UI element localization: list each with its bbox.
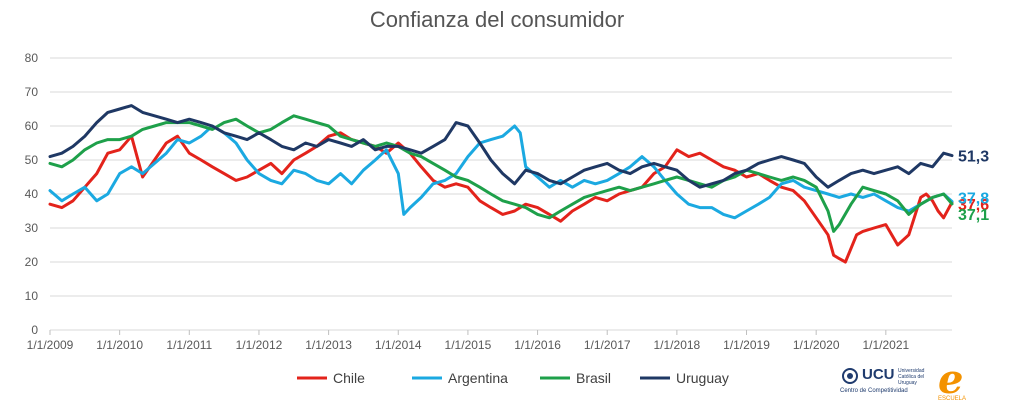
e-logo-letter: e: [938, 356, 964, 403]
legend-label-uruguay: Uruguay: [676, 370, 729, 386]
e-logo: e ESCUELA: [930, 356, 974, 404]
chart-title: Confianza del consumidor: [370, 7, 624, 32]
x-tick-label: 1/1/2020: [793, 338, 840, 352]
y-axis-ticks: 0 10 20 30 40 50 60 70 80: [25, 51, 39, 337]
ucu-logo-subtitle: Centro de Competitividad: [840, 388, 908, 394]
x-tick-label: 1/1/2009: [27, 338, 74, 352]
x-tick-label: 1/1/2017: [584, 338, 631, 352]
end-label-brasil: 37,1: [958, 207, 989, 224]
ucu-emblem-icon: [842, 368, 858, 384]
x-tick-label: 1/1/2015: [445, 338, 492, 352]
x-tick-label: 1/1/2014: [375, 338, 422, 352]
ucu-logo: UCU Universidad Católica del Uruguay Cen…: [838, 362, 930, 402]
x-axis-ticks: 1/1/2009 1/1/2010 1/1/2011 1/1/2012 1/1/2013…: [27, 330, 910, 352]
y-tick-label: 30: [25, 221, 39, 235]
series-lines: [48, 104, 954, 264]
legend: Chile Argentina Brasil Uruguay: [297, 370, 729, 386]
x-tick-label: 1/1/2013: [305, 338, 352, 352]
end-label-uruguay: 51,3: [958, 149, 989, 166]
end-label-chile: 37,6: [958, 197, 989, 214]
legend-label-argentina: Argentina: [448, 370, 508, 386]
y-tick-label: 40: [25, 187, 39, 201]
series-line-brasil: [48, 114, 954, 233]
y-tick-label: 80: [25, 51, 39, 65]
y-tick-label: 60: [25, 119, 39, 133]
x-tick-label: 1/1/2019: [723, 338, 770, 352]
x-tick-label: 1/1/2016: [514, 338, 561, 352]
legend-label-chile: Chile: [333, 370, 365, 386]
y-tick-label: 50: [25, 153, 39, 167]
ucu-logo-small-text: Universidad Católica del Uruguay: [898, 368, 925, 386]
x-tick-label: 1/1/2012: [236, 338, 283, 352]
x-tick-label: 1/1/2011: [166, 338, 212, 352]
x-tick-label: 1/1/2010: [96, 338, 143, 352]
x-tick-label: 1/1/2018: [654, 338, 701, 352]
series-line-chile: [48, 131, 954, 264]
y-tick-label: 0: [31, 323, 38, 337]
gridlines: [50, 57, 952, 331]
e-logo-subtitle: ESCUELA: [938, 396, 967, 402]
y-tick-label: 70: [25, 85, 39, 99]
end-value-labels: 37,637,837,1 51,3: [958, 149, 989, 224]
series-line-argentina: [48, 124, 954, 220]
legend-label-brasil: Brasil: [576, 370, 611, 386]
x-tick-label: 1/1/2021: [862, 338, 909, 352]
ucu-logo-text: UCU: [862, 366, 895, 383]
end-label-argentina: 37,8: [958, 190, 989, 207]
series-line-uruguay: [48, 104, 954, 189]
y-tick-label: 20: [25, 255, 39, 269]
y-tick-label: 10: [25, 289, 39, 303]
